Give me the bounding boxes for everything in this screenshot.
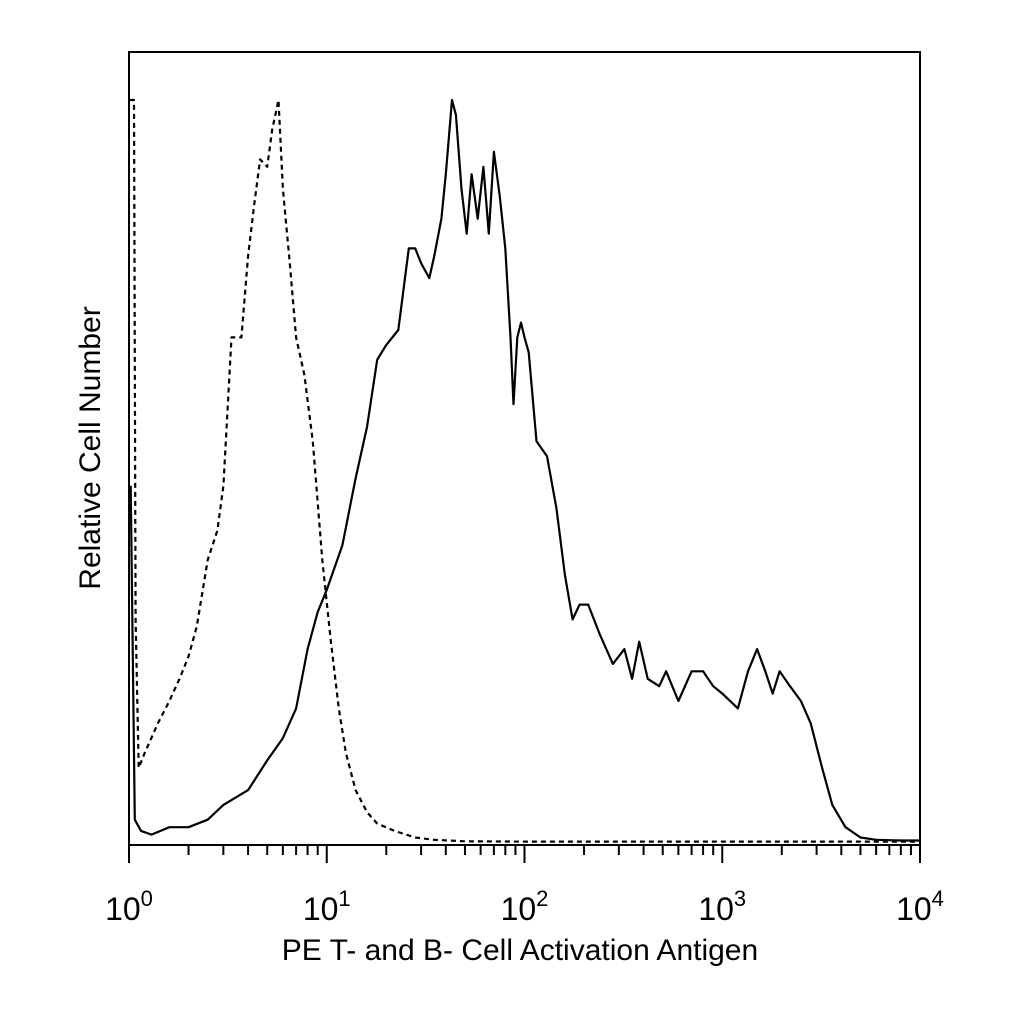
series-line-solid [129,98,920,842]
x-axis-label: PE T- and B- Cell Activation Antigen [282,934,758,967]
x-axis-ticks [128,845,921,863]
x-tick-label: 102 [501,886,549,927]
plot-frame [128,51,921,846]
x-axis-tick-labels: 100 101 102 103 104 [105,886,944,927]
x-tick-label: 100 [105,886,153,927]
series-line-dashed [129,98,920,843]
series-layer [129,98,920,843]
x-tick-label: 103 [698,886,746,927]
x-tick-label: 104 [896,886,944,927]
y-axis-label: Relative Cell Number [74,306,107,589]
x-tick-label: 101 [303,886,351,927]
